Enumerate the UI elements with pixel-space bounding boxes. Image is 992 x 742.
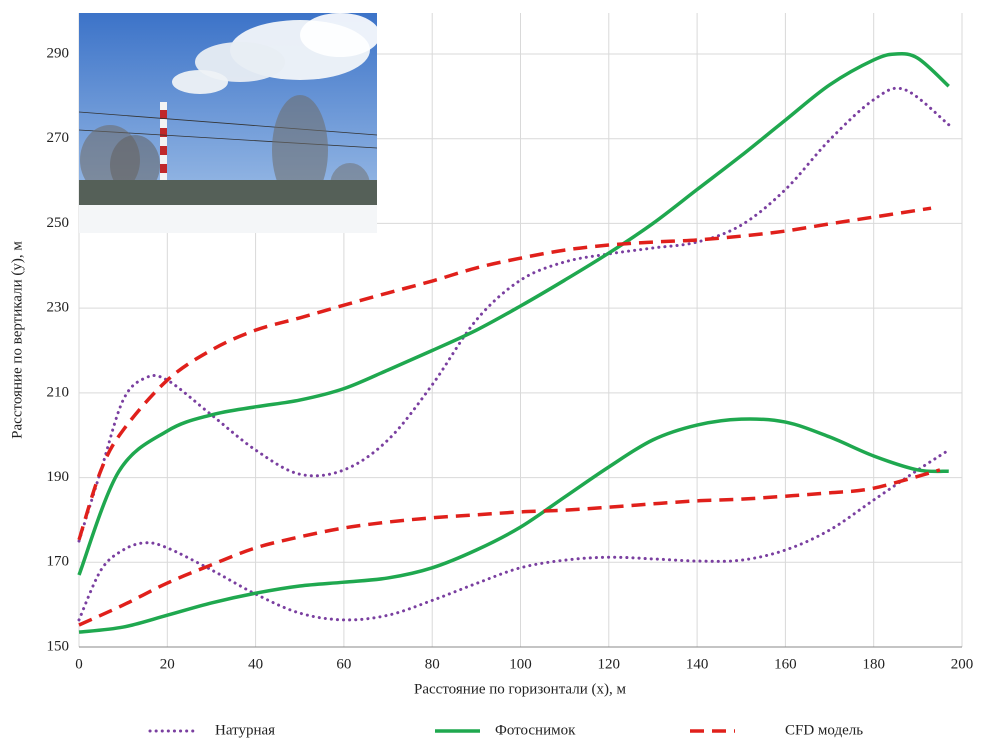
x-tick-label: 180 xyxy=(862,656,885,672)
chart: Расстояние по горизонтали (x), м Расстоя… xyxy=(0,0,992,742)
x-tick-label: 80 xyxy=(425,656,440,672)
y-tick-label: 250 xyxy=(47,215,70,231)
x-tick-label: 100 xyxy=(509,656,532,672)
legend-label: Натурная xyxy=(215,722,275,738)
x-tick-label: 20 xyxy=(160,656,175,672)
y-tick-label: 210 xyxy=(47,384,70,400)
legend-label: Фотоснимок xyxy=(495,722,576,738)
y-axis-title: Расстояние по вертикали (y), м xyxy=(9,241,25,439)
y-tick-label: 150 xyxy=(47,638,70,654)
y-tick-label: 170 xyxy=(47,554,70,570)
y-tick-label: 290 xyxy=(47,45,70,61)
x-tick-label: 60 xyxy=(336,656,351,672)
x-tick-label: 0 xyxy=(75,656,83,672)
x-tick-label: 140 xyxy=(686,656,709,672)
y-tick-label: 270 xyxy=(47,130,70,146)
series-line xyxy=(79,208,931,540)
series-line xyxy=(79,470,940,625)
x-tick-label: 160 xyxy=(774,656,797,672)
y-tick-label: 230 xyxy=(47,300,70,316)
x-axis-title: Расстояние по горизонтали (x), м xyxy=(414,681,626,697)
x-tick-label: 40 xyxy=(248,656,263,672)
page: {"chart_data": { "type": "line", "xlabel… xyxy=(0,0,992,742)
series-line xyxy=(79,450,949,620)
inset-photo xyxy=(79,13,380,233)
y-tick-label: 190 xyxy=(47,469,70,485)
series-line xyxy=(79,419,949,632)
legend-label: CFD модель xyxy=(785,722,863,738)
x-tick-label: 120 xyxy=(598,656,621,672)
x-tick-label: 200 xyxy=(951,656,974,672)
